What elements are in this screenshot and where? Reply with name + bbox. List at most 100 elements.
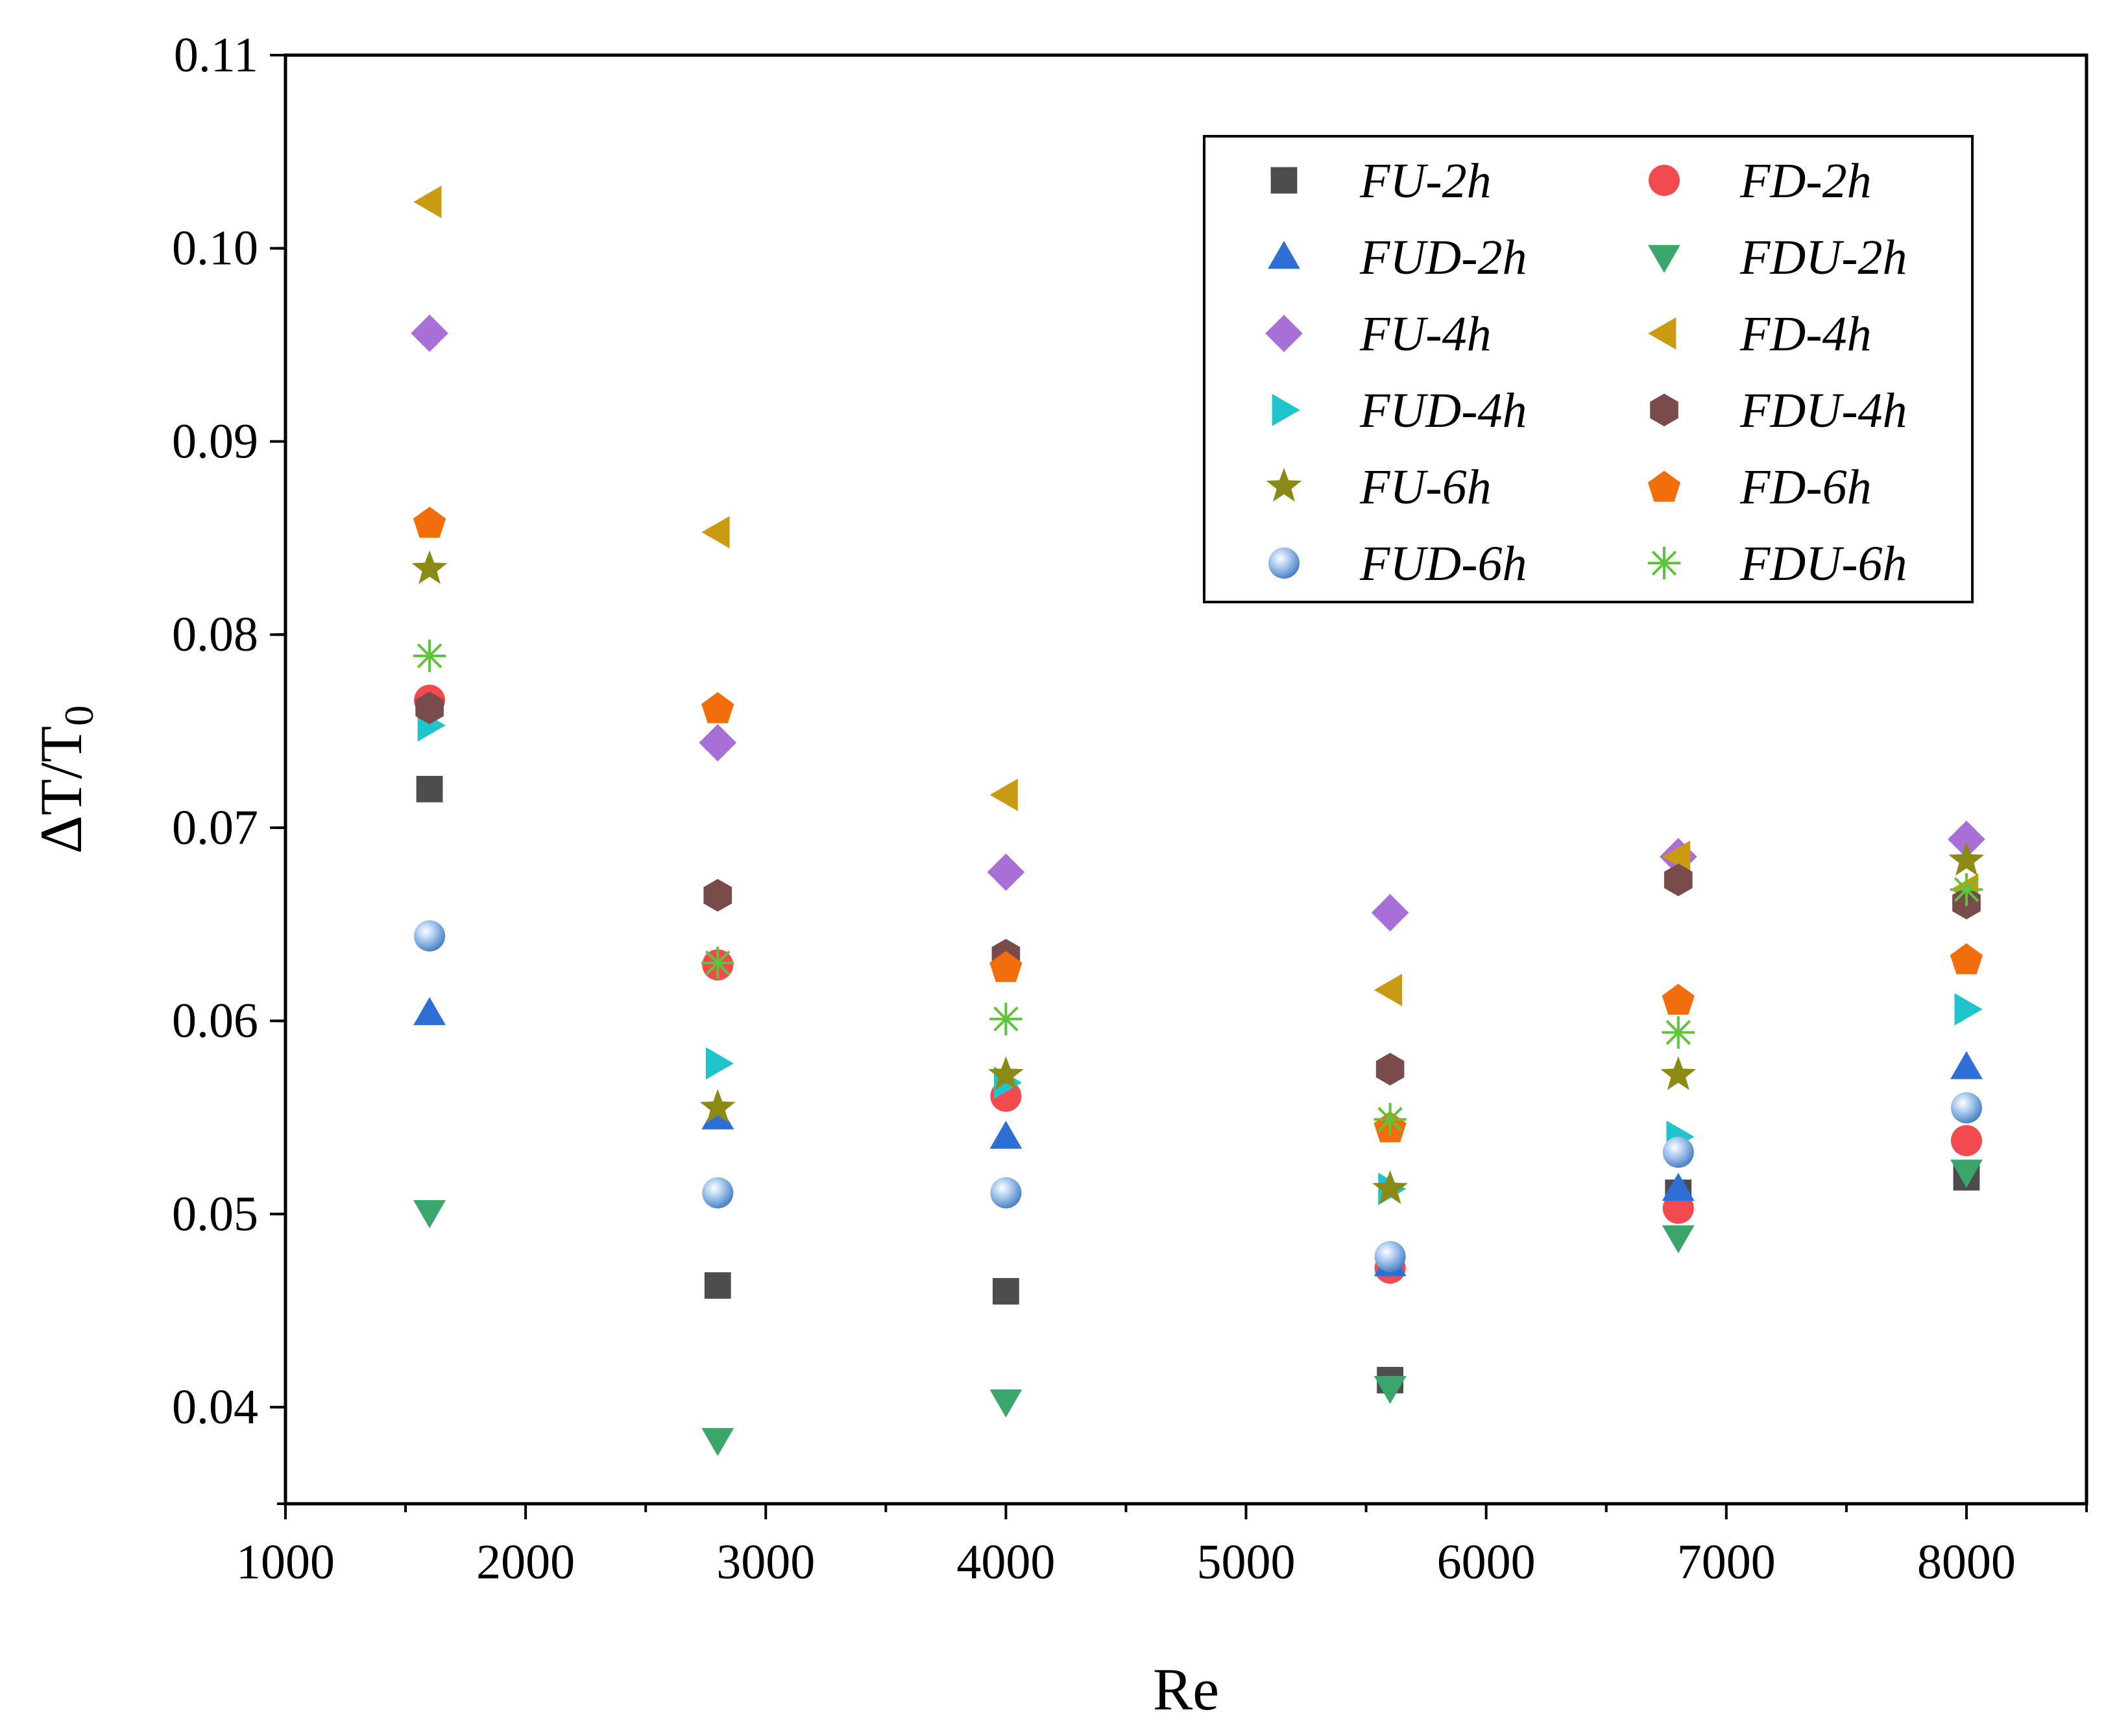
legend-label: FD-4h bbox=[1739, 307, 1872, 361]
data-point-FD-4h bbox=[413, 186, 442, 219]
data-point-FU-4h bbox=[1371, 894, 1409, 932]
data-point-FDU-6h bbox=[1374, 1103, 1407, 1136]
series-FD-2h bbox=[414, 684, 1982, 1284]
data-point-FDU-6h bbox=[989, 1002, 1023, 1035]
data-point-FD-4h bbox=[1374, 974, 1402, 1006]
legend-label: FU-2h bbox=[1359, 154, 1492, 208]
data-point-FDU-2h bbox=[1374, 1376, 1407, 1404]
legend-marker-FU-2h bbox=[1270, 167, 1298, 194]
legend-entry: FDU-4h bbox=[1650, 383, 1907, 438]
series-FUD-6h bbox=[414, 920, 1982, 1272]
data-point-FD-4h bbox=[701, 516, 730, 549]
series-FDU-6h bbox=[413, 639, 1983, 1136]
asterisk-stroke bbox=[417, 643, 442, 669]
legend-marker-FUD-6h bbox=[1268, 548, 1300, 579]
legend-entry: FU-2h bbox=[1270, 154, 1492, 208]
data-point-FD-6h bbox=[989, 950, 1023, 982]
data-point-FDU-2h bbox=[1950, 1159, 1983, 1188]
data-point-FDU-2h bbox=[413, 1200, 446, 1229]
y-tick-label: 0.05 bbox=[172, 1187, 258, 1241]
data-point-FDU-6h bbox=[1950, 873, 1983, 906]
legend-entry: FU-6h bbox=[1266, 460, 1492, 514]
data-point-FU-6h bbox=[1660, 1056, 1697, 1091]
data-point-FD-2h bbox=[1950, 1125, 1982, 1157]
data-point-FUD-6h bbox=[1374, 1240, 1406, 1272]
legend-marker-FU-4h bbox=[1265, 315, 1303, 352]
data-point-FU-2h bbox=[993, 1278, 1019, 1305]
data-point-FUD-6h bbox=[414, 920, 446, 952]
legend-entry: FD-6h bbox=[1647, 460, 1872, 514]
asterisk-stroke bbox=[1954, 876, 1979, 902]
data-point-FUD-2h bbox=[989, 1120, 1023, 1149]
data-point-FDU-4h bbox=[1375, 1052, 1405, 1086]
asterisk-stroke bbox=[1651, 550, 1677, 576]
legend-label: FU-4h bbox=[1359, 307, 1492, 361]
data-point-FUD-2h bbox=[1662, 1172, 1695, 1201]
data-point-FU-4h bbox=[987, 853, 1025, 891]
legend-box bbox=[1203, 135, 1974, 603]
data-point-FUD-6h bbox=[990, 1177, 1022, 1209]
legend-entry: FD-4h bbox=[1648, 307, 1872, 361]
y-tick-label: 0.10 bbox=[172, 221, 258, 276]
legend-entry: FUD-6h bbox=[1268, 536, 1527, 591]
y-tick-label: 0.07 bbox=[172, 801, 258, 855]
plot-frame bbox=[284, 53, 2088, 1506]
y-tick-label: 0.06 bbox=[172, 994, 258, 1048]
legend-label: FUD-6h bbox=[1359, 536, 1527, 591]
y-axis-title: ΔT/T0 bbox=[28, 705, 102, 854]
x-tick-label: 1000 bbox=[236, 1535, 335, 1589]
data-point-FU-6h bbox=[1372, 1170, 1408, 1204]
x-tick-label: 4000 bbox=[956, 1535, 1055, 1589]
data-point-FD-6h bbox=[413, 507, 446, 538]
y-tick-label: 0.11 bbox=[174, 28, 258, 82]
series-FD-6h bbox=[413, 507, 1983, 1142]
asterisk-stroke bbox=[993, 1006, 1019, 1031]
data-point-FU-4h bbox=[411, 314, 448, 352]
legend-label: FDU-4h bbox=[1739, 383, 1907, 438]
data-point-FD-6h bbox=[1662, 983, 1695, 1015]
data-point-FU-2h bbox=[416, 775, 443, 802]
y-tick-label: 0.09 bbox=[172, 414, 258, 468]
series-FUD-4h bbox=[417, 709, 1983, 1205]
data-point-FD-4h bbox=[1662, 840, 1691, 873]
legend-label: FUD-4h bbox=[1359, 383, 1527, 438]
x-tick-label: 2000 bbox=[476, 1535, 575, 1589]
series-FUD-2h bbox=[413, 997, 1983, 1277]
x-tick-label: 7000 bbox=[1677, 1535, 1776, 1589]
data-point-FDU-2h bbox=[989, 1389, 1023, 1417]
series-FU-6h bbox=[411, 550, 1985, 1204]
legend-label: FU-6h bbox=[1359, 460, 1492, 514]
legend-marker-FUD-2h bbox=[1268, 241, 1300, 269]
series-FDU-4h bbox=[415, 692, 1981, 1086]
series-FU-4h bbox=[411, 314, 1985, 932]
data-point-FDU-4h bbox=[415, 692, 444, 725]
data-point-FDU-6h bbox=[1662, 1016, 1695, 1049]
data-point-FU-6h bbox=[1948, 841, 1985, 876]
legend-label: FUD-2h bbox=[1359, 230, 1527, 285]
data-point-FU-2h bbox=[704, 1272, 731, 1299]
asterisk-stroke bbox=[705, 950, 731, 976]
legend-marker-FU-6h bbox=[1266, 468, 1302, 502]
x-tick-label: 6000 bbox=[1437, 1535, 1536, 1589]
legend-label: FDU-6h bbox=[1739, 536, 1907, 591]
data-point-FUD-6h bbox=[1662, 1137, 1694, 1168]
data-point-FD-6h bbox=[701, 692, 734, 723]
data-point-FU-6h bbox=[699, 1089, 736, 1123]
data-point-FUD-6h bbox=[1950, 1092, 1982, 1124]
data-point-FUD-6h bbox=[702, 1177, 734, 1209]
series-FU-2h bbox=[416, 775, 1980, 1393]
legend-entry: FUD-4h bbox=[1272, 383, 1527, 438]
legend-marker-FUD-4h bbox=[1272, 394, 1300, 426]
data-point-FDU-4h bbox=[703, 878, 732, 912]
data-point-FUD-2h bbox=[1950, 1051, 1983, 1079]
data-point-FDU-6h bbox=[413, 639, 446, 673]
legend-marker-FD-2h bbox=[1649, 165, 1680, 196]
data-point-FDU-2h bbox=[1662, 1225, 1695, 1253]
data-point-FU-6h bbox=[988, 1056, 1024, 1091]
data-point-FUD-4h bbox=[1954, 993, 1983, 1026]
legend-label: FDU-2h bbox=[1739, 230, 1907, 285]
legend-marker-FD-4h bbox=[1648, 317, 1676, 350]
series-FDU-2h bbox=[413, 1159, 1983, 1456]
data-point-FUD-4h bbox=[705, 1047, 734, 1080]
